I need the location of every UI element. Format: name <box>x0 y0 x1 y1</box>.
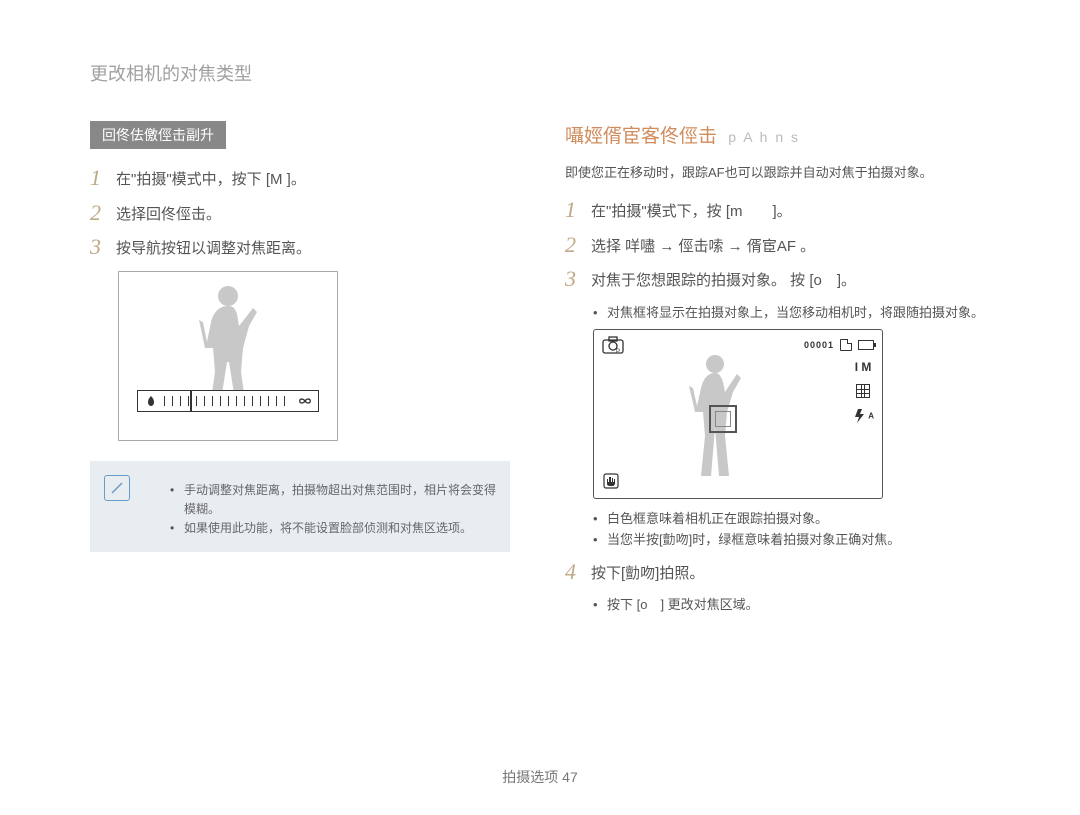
step-number: 4 <box>565 561 581 583</box>
info-box: 手动调整对焦距离，拍摄物超出对焦范围时，相片将会变得模糊。 如果使用此功能，将不… <box>90 461 510 553</box>
focus-distance-bar <box>137 390 319 412</box>
anti-shake-icon <box>602 472 620 490</box>
step-number: 2 <box>565 234 581 256</box>
step-2: 2 选择 咩嚍 → 俓击嗦 → 偦宦AF 。 <box>565 234 990 259</box>
step-text: 按下[勯吻]拍照。 <box>591 561 704 586</box>
step-text: 选择 咩嚍 → 俓击嗦 → 偦宦AF 。 <box>591 234 815 259</box>
sd-card-icon <box>840 339 852 351</box>
step-text: 在"拍摄"模式下，按 [m ]。 <box>591 199 792 224</box>
bullet: 对焦框将显示在拍摄对象上，当您移动相机时，将跟随拍摄对象。 <box>593 303 990 324</box>
footer-page: 47 <box>562 769 578 785</box>
svg-text:P: P <box>616 349 620 354</box>
bullet: 当您半按[勯吻]时，绿框意味着拍摄对象正确对焦。 <box>593 530 990 551</box>
step-1: 1 在"拍摄"模式中，按下 [M ]。 <box>90 167 515 192</box>
note-icon <box>104 475 130 501</box>
camera-mode-icon: P <box>602 336 624 354</box>
step-4: 4 按下[勯吻]拍照。 <box>565 561 990 586</box>
content-columns: 回佟佉儌俓击副升 1 在"拍摄"模式中，按下 [M ]。 2 选择回佟俓击。 3… <box>90 121 990 616</box>
step-text: 对焦于您想跟踪的拍摄对象。 按 [o ]。 <box>591 268 856 293</box>
section-tab: 回佟佉儌俓击副升 <box>90 121 226 149</box>
step-3: 3 按导航按钮以调整对焦距离。 <box>90 236 515 261</box>
page-footer: 拍摄选项 47 <box>0 767 1080 787</box>
step-number: 3 <box>565 268 581 290</box>
info-bullet: 如果使用此功能，将不能设置脸部侦测和对焦区选项。 <box>170 519 496 538</box>
camera-top-right: 00001 <box>804 339 874 351</box>
step3-bullets: 对焦框将显示在拍摄对象上，当您移动相机时，将跟随拍摄对象。 <box>593 303 990 324</box>
right-column: 囁娙偦宦客佟俓击 p A h n s 即使您正在移动时，跟踪AF也可以跟踪并自动… <box>565 121 990 616</box>
page-header: 更改相机的对焦类型 <box>90 60 990 86</box>
macro-icon <box>144 394 158 408</box>
step-2: 2 选择回佟俓击。 <box>90 202 515 227</box>
mode-letters: p A h n s <box>728 129 800 145</box>
grid-icon <box>856 384 870 398</box>
step4-bullets: 按下 [o ] 更改对焦区域。 <box>593 595 990 616</box>
camera-right-icons: I M A <box>852 360 874 427</box>
section-title-text: 囁娙偦宦客佟俓击 <box>565 126 717 147</box>
bullet: 白色框意味着相机正在跟踪拍摄对象。 <box>593 509 990 530</box>
tracking-focus-box <box>709 405 737 433</box>
footer-section: 拍摄选项 <box>502 769 558 785</box>
step-number: 1 <box>90 167 106 189</box>
bullet: 按下 [o ] 更改对焦区域。 <box>593 595 990 616</box>
after-camera-bullets: 白色框意味着相机正在跟踪拍摄对象。 当您半按[勯吻]时，绿框意味着拍摄对象正确对… <box>593 509 990 551</box>
step-number: 1 <box>565 199 581 221</box>
step-number: 2 <box>90 202 106 224</box>
frame-counter: 00001 <box>804 340 834 350</box>
info-bullet: 手动调整对焦距离，拍摄物超出对焦范围时，相片将会变得模糊。 <box>170 481 496 519</box>
section-title: 囁娙偦宦客佟俓击 p A h n s <box>565 121 990 148</box>
step-3: 3 对焦于您想跟踪的拍摄对象。 按 [o ]。 <box>565 268 990 293</box>
intro-text: 即使您正在移动时，跟踪AF也可以跟踪并自动对焦于拍摄对象。 <box>565 162 990 181</box>
left-column: 回佟佉儌俓击副升 1 在"拍摄"模式中，按下 [M ]。 2 选择回佟俓击。 3… <box>90 121 515 616</box>
flash-icon: A <box>852 408 874 427</box>
infinity-icon <box>298 394 312 408</box>
battery-icon <box>858 340 874 350</box>
flash-mode: A <box>868 412 874 421</box>
info-bullets: 手动调整对焦距离，拍摄物超出对焦范围时，相片将会变得模糊。 如果使用此功能，将不… <box>170 481 496 539</box>
step-number: 3 <box>90 236 106 258</box>
step-text: 选择回佟俓击。 <box>116 202 221 227</box>
step-text: 在"拍摄"模式中，按下 [M ]。 <box>116 167 306 192</box>
person-silhouette-icon <box>193 282 263 402</box>
focus-distance-figure <box>118 271 338 441</box>
size-indicator: I M <box>855 360 872 374</box>
focus-scale <box>164 396 292 406</box>
step-1: 1 在"拍摄"模式下，按 [m ]。 <box>565 199 990 224</box>
step-text: 按导航按钮以调整对焦距离。 <box>116 236 311 261</box>
camera-view-figure: P 00001 I M A <box>593 329 883 499</box>
